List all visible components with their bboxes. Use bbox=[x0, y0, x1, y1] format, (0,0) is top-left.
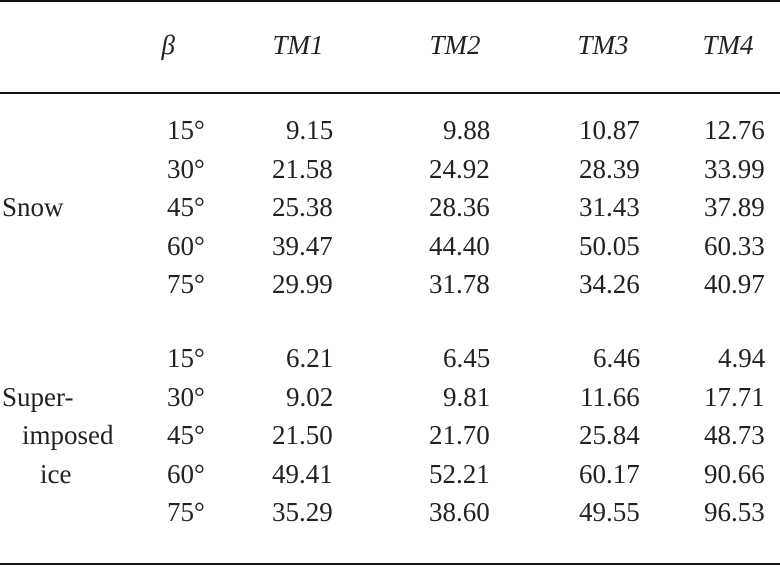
value-cell: 34.26 bbox=[579, 269, 640, 299]
group-label: imposed bbox=[22, 420, 114, 450]
bottom-rule bbox=[0, 563, 780, 565]
value-cell: 60.33 bbox=[704, 230, 765, 261]
value-cell: 9.02 bbox=[286, 381, 334, 412]
angle-cell: 30° bbox=[167, 153, 205, 184]
value-cell: 29.99 bbox=[272, 269, 333, 299]
column-header: TM1 bbox=[272, 30, 324, 60]
value-cell: 25.38 bbox=[272, 192, 333, 222]
angle-cell: 15° bbox=[167, 343, 205, 373]
value-cell: 90.66 bbox=[704, 458, 765, 489]
value-cell: 6.21 bbox=[286, 343, 334, 373]
angle-cell: 75° bbox=[167, 497, 205, 527]
angle-cell: 45° bbox=[167, 420, 205, 450]
column-header: TM3 bbox=[577, 30, 629, 60]
value-cell: 9.15 bbox=[286, 115, 334, 145]
column-header: TM2 bbox=[429, 30, 481, 60]
value-cell: 60.17 bbox=[579, 458, 640, 489]
value-cell: 21.70 bbox=[429, 420, 490, 450]
value-cell: 12.76 bbox=[704, 115, 765, 145]
value-cell: 28.36 bbox=[429, 192, 490, 222]
value-cell: 10.87 bbox=[579, 115, 640, 145]
value-cell: 48.73 bbox=[704, 420, 765, 450]
column-header: β bbox=[161, 30, 175, 60]
header-rule bbox=[0, 92, 780, 94]
value-cell: 49.41 bbox=[272, 458, 333, 489]
value-cell: 44.40 bbox=[429, 230, 490, 261]
value-cell: 6.45 bbox=[443, 343, 491, 373]
value-cell: 96.53 bbox=[704, 497, 765, 527]
value-cell: 49.55 bbox=[579, 497, 640, 527]
value-cell: 40.97 bbox=[704, 269, 765, 299]
value-cell: 38.60 bbox=[429, 497, 490, 527]
value-cell: 50.05 bbox=[579, 230, 640, 261]
angle-cell: 30° bbox=[167, 381, 205, 412]
value-cell: 24.92 bbox=[429, 153, 490, 184]
value-cell: 9.81 bbox=[443, 381, 491, 412]
value-cell: 31.43 bbox=[579, 192, 640, 222]
value-cell: 33.99 bbox=[704, 153, 765, 184]
angle-cell: 60° bbox=[167, 230, 205, 261]
value-cell: 6.46 bbox=[593, 343, 641, 373]
value-cell: 9.88 bbox=[443, 115, 491, 145]
value-cell: 35.29 bbox=[272, 497, 333, 527]
value-cell: 4.94 bbox=[718, 343, 766, 373]
value-cell: 39.47 bbox=[272, 230, 333, 261]
top-rule bbox=[0, 0, 780, 2]
value-cell: 31.78 bbox=[429, 269, 490, 299]
angle-cell: 75° bbox=[167, 269, 205, 299]
value-cell: 52.21 bbox=[429, 458, 490, 489]
angle-cell: 60° bbox=[167, 458, 205, 489]
value-cell: 25.84 bbox=[579, 420, 640, 450]
value-cell: 21.50 bbox=[272, 420, 333, 450]
angle-cell: 45° bbox=[167, 192, 205, 222]
value-cell: 28.39 bbox=[579, 153, 640, 184]
group-label: Super- bbox=[2, 381, 74, 412]
value-cell: 17.71 bbox=[704, 381, 765, 412]
value-cell: 37.89 bbox=[704, 192, 765, 222]
group-label: Snow bbox=[2, 192, 64, 222]
group-label: ice bbox=[40, 458, 72, 489]
value-cell: 11.66 bbox=[580, 381, 640, 412]
angle-cell: 15° bbox=[167, 115, 205, 145]
value-cell: 21.58 bbox=[272, 153, 333, 184]
column-header: TM4 bbox=[702, 30, 754, 60]
